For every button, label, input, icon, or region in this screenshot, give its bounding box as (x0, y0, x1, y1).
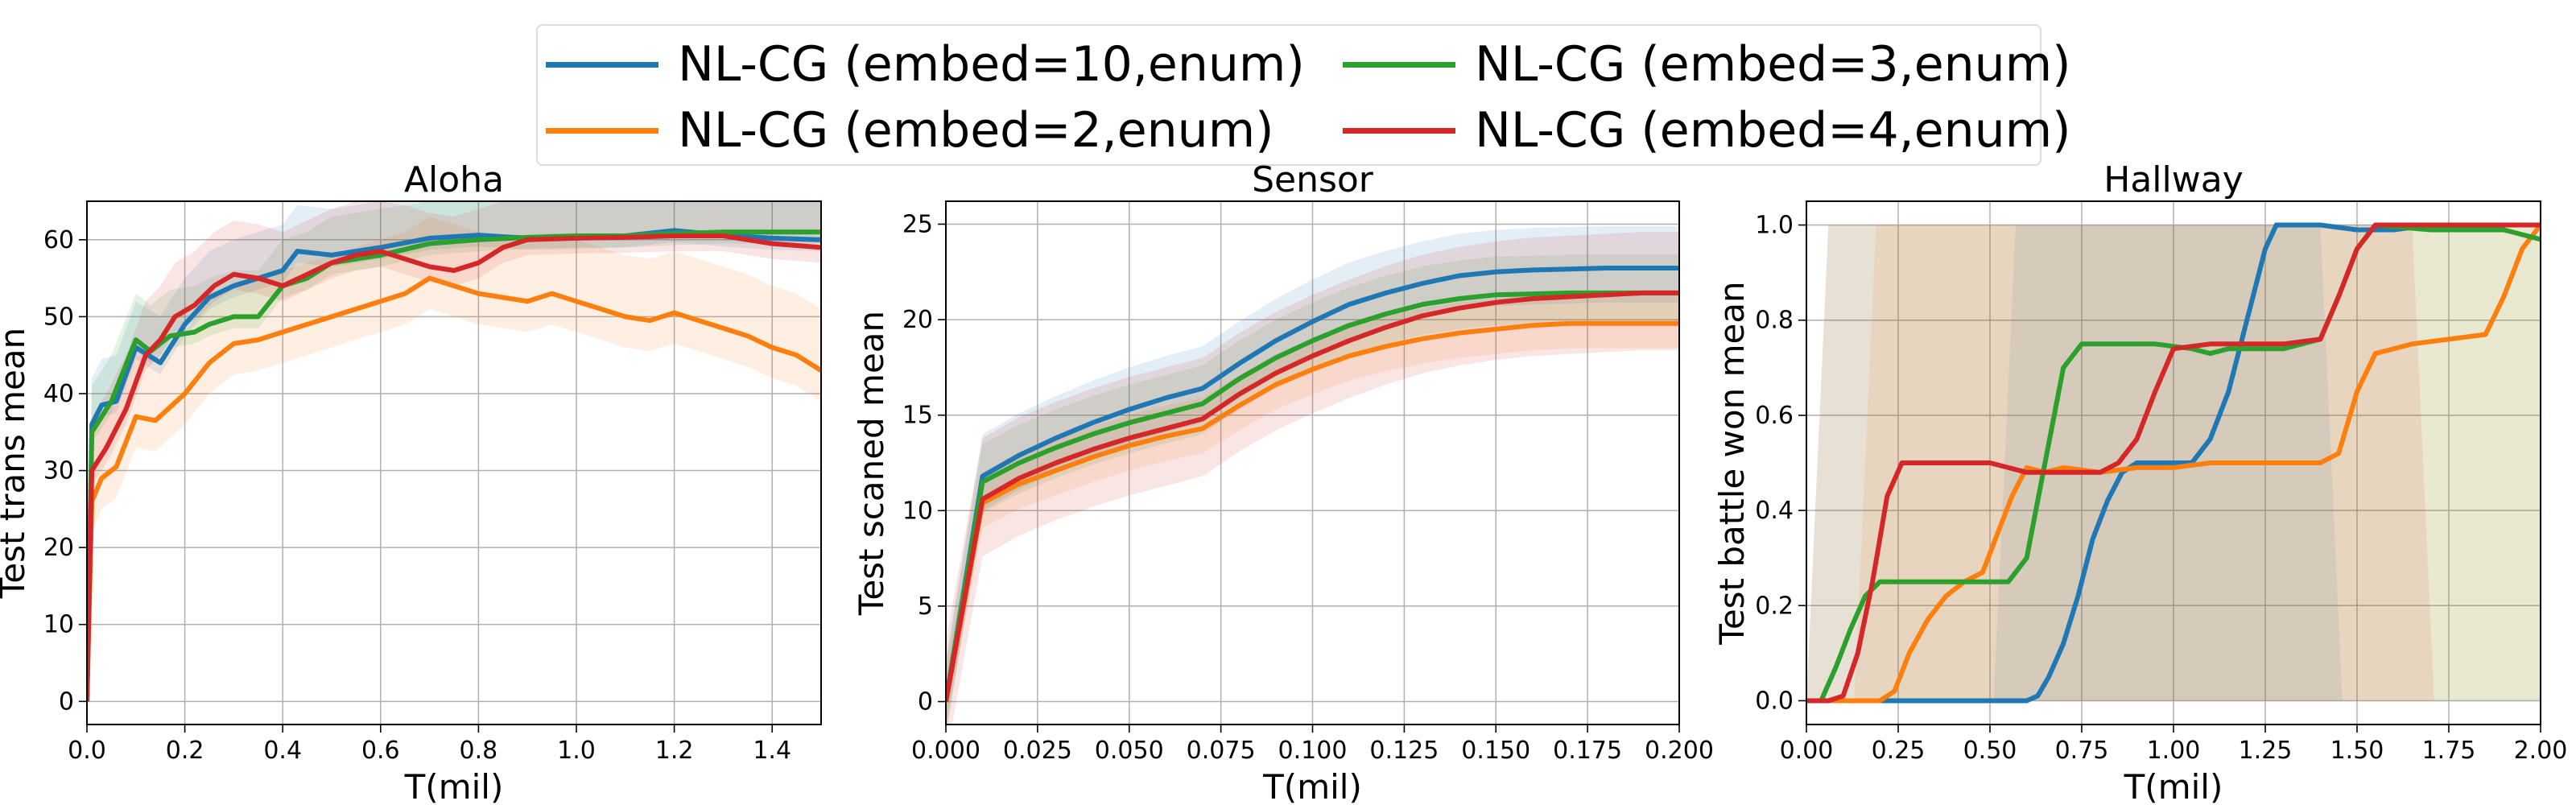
x-tick-label: 0.25 (1872, 737, 1926, 765)
plot-frame (1806, 200, 2541, 725)
x-tick-label: 0.000 (911, 737, 980, 765)
y-tick-label: 0.4 (1755, 497, 1794, 525)
x-axis-label: T(mil) (404, 767, 504, 805)
confidence-band (946, 254, 1679, 724)
x-tick-label: 0.8 (460, 737, 498, 765)
confidence-band (946, 231, 1679, 724)
y-tick-label: 0.8 (1755, 307, 1794, 335)
x-tick-label: 0.6 (361, 737, 400, 765)
legend-label-embed2: NL-CG (embed=2,enum) (678, 102, 1274, 159)
plot-frame (945, 200, 1680, 725)
series-line (87, 275, 821, 702)
legend-swatch-embed4 (1343, 127, 1455, 134)
x-tick-label: 2.00 (2514, 737, 2568, 765)
y-tick-label: 20 (902, 306, 933, 334)
y-tick-label: 50 (43, 303, 74, 331)
chart-panel-aloha: 0.0 0.2 0.4 0.6 0.8 1.0 1.2 1.4 0 10 20 30 40 50 60 Alo… (0, 159, 822, 805)
x-tick-label: 0.200 (1645, 737, 1714, 765)
y-tick-label: 25 (902, 210, 933, 238)
series-line (1806, 222, 2541, 704)
confidence-band (946, 292, 1679, 724)
chart-title: Sensor (1252, 159, 1374, 200)
y-tick-label: 5 (918, 592, 933, 621)
x-tick-label: 0.50 (1963, 737, 2017, 765)
x-tick-label: 0.150 (1461, 737, 1530, 765)
y-tick-label: 20 (43, 534, 74, 562)
legend-swatch-embed2 (546, 127, 658, 134)
x-axis-label: T(mil) (2124, 767, 2223, 805)
y-tick-label: 60 (43, 226, 74, 254)
y-axis-label: Test trans mean (0, 328, 32, 600)
chart-title: Aloha (404, 159, 504, 200)
x-tick-label: 1.25 (2239, 737, 2293, 765)
x-tick-label: 1.2 (655, 737, 694, 765)
y-tick-label: 1.0 (1755, 212, 1794, 240)
x-tick-label: 0.025 (1003, 737, 1072, 765)
series-line (946, 320, 1679, 703)
y-tick-label: 30 (43, 457, 74, 485)
x-tick-label: 0.2 (166, 737, 204, 765)
x-tick-label: 0.075 (1187, 737, 1256, 765)
x-tick-label: 1.75 (2422, 737, 2476, 765)
x-tick-label: 1.50 (2330, 737, 2384, 765)
x-tick-label: 0.75 (2055, 737, 2109, 765)
series-line (87, 233, 821, 702)
series-line (1806, 222, 2541, 704)
confidence-band (87, 217, 821, 724)
plot-frame (86, 200, 822, 725)
y-tick-label: 10 (902, 497, 933, 525)
x-tick-label: 1.4 (753, 737, 791, 765)
legend-swatch-embed10 (546, 61, 658, 68)
y-tick-label: 0.2 (1755, 592, 1794, 620)
series-line (946, 266, 1679, 702)
y-tick-label: 0.6 (1755, 402, 1794, 430)
chart-panel-hallway: 0.00 0.25 0.50 0.75 1.00 1.25 1.50 1.75 2.00 0.0 0… (1712, 159, 2567, 805)
series-group (1806, 222, 2541, 704)
legend-item-embed2: NL-CG (embed=2,enum) (546, 98, 1274, 163)
confidence-band (946, 225, 1679, 724)
y-tick-label: 0 (59, 687, 74, 716)
x-axis-label: T(mil) (1262, 767, 1362, 805)
series-line (946, 290, 1679, 702)
x-tick-label: 0.100 (1278, 737, 1348, 765)
legend-item-embed3: NL-CG (embed=3,enum) (1343, 32, 2071, 97)
legend-label-embed3: NL-CG (embed=3,enum) (1475, 36, 2071, 93)
y-tick-label: 0 (918, 688, 933, 716)
x-tick-label: 1.0 (557, 737, 596, 765)
x-tick-label: 0.0 (68, 737, 106, 765)
series-group (87, 201, 821, 724)
x-tick-label: 0.050 (1095, 737, 1164, 765)
chart-panel-sensor: 0.000 0.025 0.050 0.075 0.100 0.125 0.150 0.175… (852, 159, 1714, 805)
legend-label-embed10: NL-CG (embed=10,enum) (678, 36, 1305, 93)
legend-label-embed4: NL-CG (embed=4,enum) (1475, 102, 2071, 159)
x-tick-label: 0.00 (1780, 737, 1834, 765)
y-tick-label: 40 (43, 380, 74, 408)
y-tick-label: 15 (902, 402, 933, 430)
x-tick-label: 0.4 (263, 737, 302, 765)
legend-swatch-embed3 (1343, 61, 1455, 68)
y-axis-label: Test battle won mean (1712, 281, 1752, 645)
x-tick-label: 0.125 (1369, 737, 1439, 765)
series-line (946, 290, 1679, 703)
confidence-band (87, 201, 821, 717)
y-axis-label: Test scaned mean (852, 311, 891, 616)
series-group (946, 225, 1679, 724)
x-tick-label: 0.175 (1553, 737, 1622, 765)
y-tick-label: 0.0 (1755, 687, 1794, 715)
chart-title: Hallway (2103, 159, 2244, 200)
series-line (1806, 223, 2541, 704)
legend-item-embed4: NL-CG (embed=4,enum) (1343, 98, 2071, 163)
x-tick-label: 1.00 (2147, 737, 2201, 765)
legend-item-embed10: NL-CG (embed=10,enum) (546, 32, 1305, 97)
y-tick-label: 10 (43, 611, 74, 639)
legend: NL-CG (embed=10,enum) NL-CG (embed=2,enu… (536, 24, 2071, 166)
